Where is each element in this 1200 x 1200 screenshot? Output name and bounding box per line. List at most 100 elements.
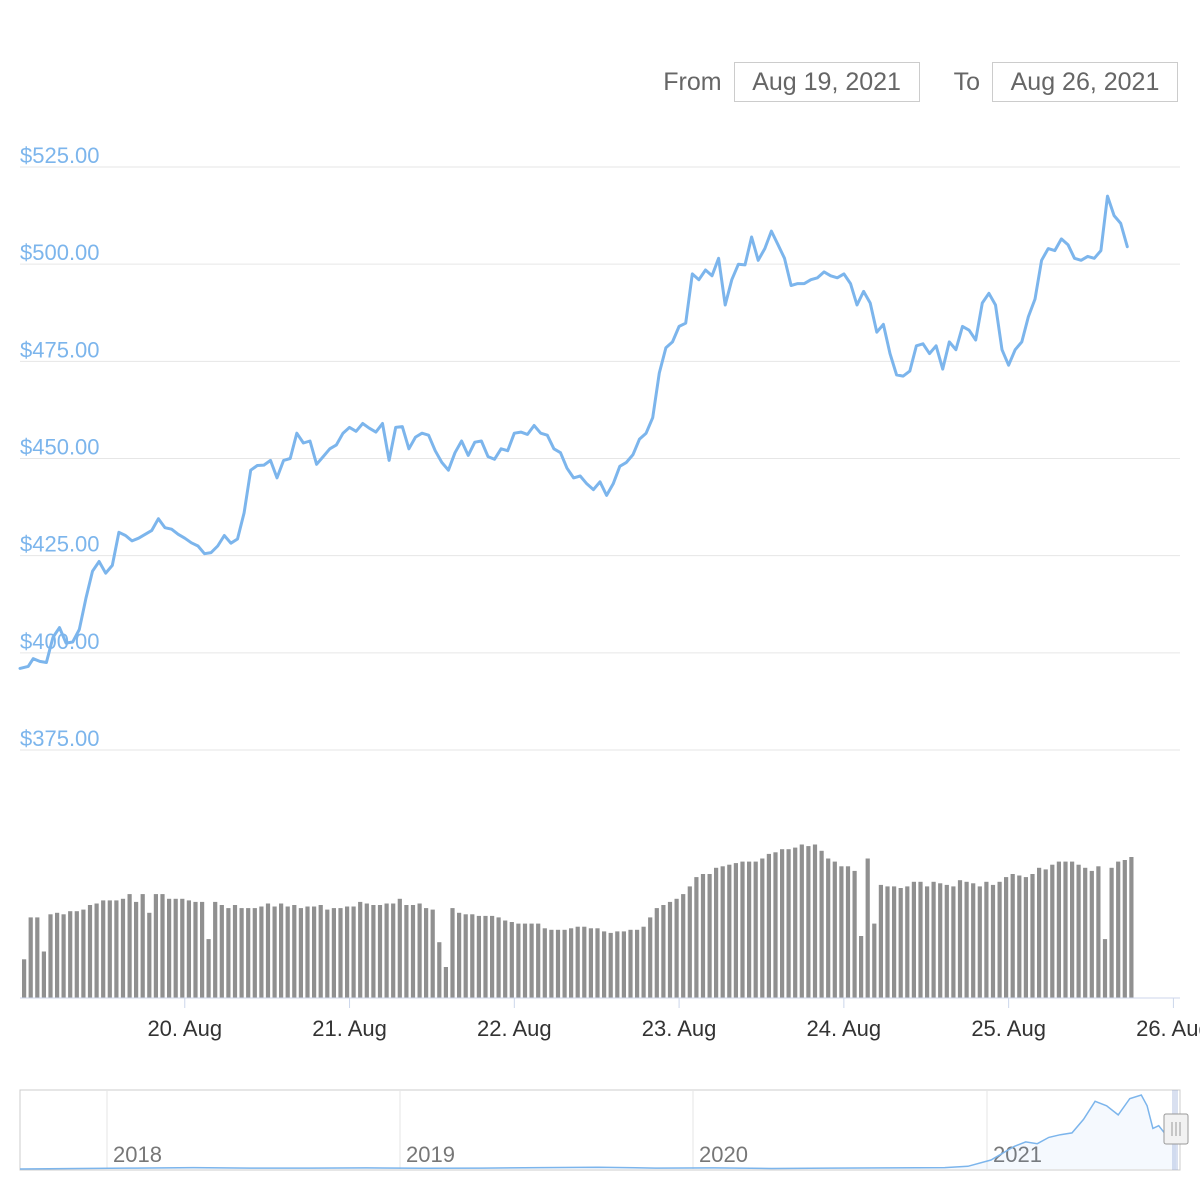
volume-bar [450, 908, 455, 998]
volume-bar [1083, 867, 1088, 998]
volume-bar [167, 898, 172, 998]
volume-bar [562, 929, 567, 998]
volume-bar [338, 908, 343, 998]
volume-bar [351, 906, 356, 998]
x-tick-label: 24. Aug [807, 1016, 882, 1041]
volume-bar [714, 867, 719, 998]
volume-bar [892, 886, 897, 998]
volume-bar [1070, 861, 1075, 998]
volume-bar [101, 900, 106, 999]
volume-bar [213, 901, 218, 998]
volume-bar [35, 917, 40, 998]
volume-bar [483, 915, 488, 999]
volume-bar [740, 861, 745, 998]
volume-bar [68, 911, 73, 998]
volume-bar [239, 908, 244, 998]
volume-bar [536, 923, 541, 998]
volume-bar [628, 929, 633, 998]
y-tick-label: $400.00 [20, 629, 100, 654]
volume-bar [147, 912, 152, 999]
volume-bar [608, 932, 613, 998]
navigator-year-label: 2019 [406, 1142, 455, 1167]
volume-bar [81, 909, 86, 998]
volume-bar [641, 926, 646, 998]
x-tick-label: 23. Aug [642, 1016, 717, 1041]
navigator-year-label: 2018 [113, 1142, 162, 1167]
volume-bar [661, 905, 666, 998]
volume-bar [845, 866, 851, 999]
volume-bar [977, 886, 982, 998]
volume-bar [219, 905, 224, 998]
x-tick-label: 26. Aug [1136, 1016, 1200, 1041]
volume-bar [621, 931, 626, 999]
volume-bar [819, 850, 824, 999]
volume-bar [430, 909, 435, 998]
volume-bar [490, 915, 495, 999]
volume-bar [193, 901, 198, 998]
volume-bar [259, 906, 264, 998]
volume-bar [1056, 861, 1061, 998]
volume-bar [898, 888, 903, 998]
volume-bar [885, 886, 890, 998]
volume-bar [707, 874, 712, 998]
volume-bar [1102, 939, 1108, 998]
from-date-input[interactable]: Aug 19, 2021 [733, 62, 920, 102]
volume-bar [826, 858, 831, 998]
volume-bar [61, 914, 66, 998]
volume-bar [22, 959, 27, 999]
volume-bar [410, 905, 416, 998]
volume-bar [298, 908, 303, 998]
volume-bar [358, 901, 363, 998]
volume-bar [812, 844, 818, 998]
volume-bar [94, 903, 99, 998]
volume-bar [1122, 860, 1127, 998]
volume-bar [529, 923, 534, 998]
navigator-year-label: 2020 [699, 1142, 748, 1167]
volume-bar [1030, 874, 1035, 998]
to-date-input[interactable]: Aug 26, 2021 [992, 62, 1178, 102]
volume-bar [364, 903, 369, 998]
volume-bar [780, 849, 785, 998]
volume-bar [246, 908, 251, 998]
price-line[interactable] [18, 194, 1129, 670]
volume-bar [1063, 861, 1068, 998]
volume-bar [509, 922, 514, 998]
navigator-handle[interactable] [1163, 1113, 1189, 1145]
volume-bar [852, 870, 857, 998]
volume-bar [206, 939, 211, 998]
volume-bar [443, 967, 448, 998]
volume-bar [766, 853, 771, 999]
volume-bar [476, 915, 481, 999]
volume-bar [140, 894, 145, 998]
volume-bar [635, 929, 640, 998]
volume-bar [232, 905, 238, 998]
volume-bar [549, 929, 554, 998]
volume-bar [733, 863, 738, 998]
y-tick-label: $425.00 [20, 532, 100, 557]
volume-bar [153, 894, 158, 998]
volume-bar [753, 861, 758, 998]
volume-bar [602, 931, 607, 999]
from-label: From [663, 67, 722, 96]
navigator[interactable]: 2018201920202021 [19, 1089, 1189, 1171]
volume-bar [1023, 877, 1028, 998]
y-tick-label: $375.00 [20, 726, 100, 751]
volume-bar [569, 928, 574, 999]
volume-bar [667, 901, 673, 998]
volume-bar [371, 905, 376, 998]
volume-bar [397, 898, 402, 998]
volume-bar [575, 926, 580, 998]
y-tick-label: $475.00 [20, 337, 100, 362]
volume-bar [990, 884, 996, 999]
volume-bar [114, 900, 119, 999]
volume-bar [878, 884, 883, 999]
y-tick-label: $500.00 [20, 240, 100, 265]
volume-bar [1109, 867, 1114, 998]
volume-bar [595, 928, 600, 999]
volume-bar [391, 903, 396, 998]
volume-bar [964, 881, 969, 999]
volume-bar [272, 906, 277, 998]
volume-bar [160, 894, 165, 998]
volume-bar [404, 905, 409, 998]
